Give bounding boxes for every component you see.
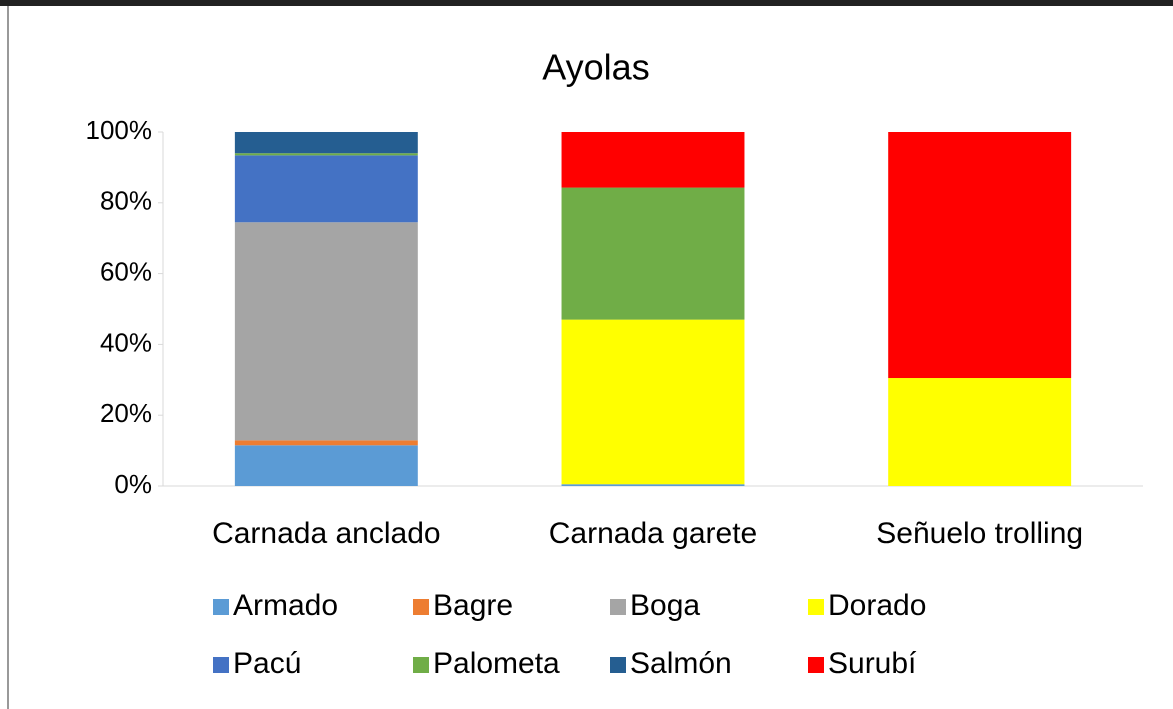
frame-top: [0, 0, 1173, 6]
y-tick-label: 60%: [100, 256, 152, 286]
legend-swatch: [610, 599, 626, 615]
bar-segment: [561, 187, 745, 320]
bar-segment: [234, 222, 418, 441]
x-tick-label: Carnada anclado: [212, 517, 441, 550]
y-tick-label: 80%: [100, 186, 152, 216]
y-tick-label: 20%: [100, 398, 152, 428]
legend-swatch: [413, 599, 429, 615]
legend-swatch: [413, 657, 429, 673]
bar-segment: [561, 484, 745, 486]
legend-label: Salmón: [630, 647, 732, 680]
bar-segment: [234, 153, 418, 156]
chart-title: Ayolas: [542, 47, 649, 88]
bar-segment: [561, 319, 745, 485]
legend-label: Bagre: [433, 589, 513, 622]
frame-left: [7, 6, 9, 709]
bar-segment: [234, 440, 418, 446]
x-tick-label: Carnada garete: [549, 517, 757, 550]
x-tick-label: Señuelo trolling: [876, 517, 1083, 550]
y-tick-label: 40%: [100, 327, 152, 357]
bar-segment: [234, 132, 418, 154]
legend-label: Pacú: [233, 647, 301, 680]
legend-swatch: [610, 657, 626, 673]
bar-segment: [234, 155, 418, 223]
legend-label: Boga: [630, 589, 700, 622]
legend-swatch: [808, 599, 824, 615]
bar-segment: [888, 132, 1072, 379]
bar-segment: [888, 378, 1072, 486]
y-tick-label: 0%: [114, 469, 152, 499]
bar-segment: [234, 445, 418, 486]
legend-swatch: [213, 599, 229, 615]
legend-label: Armado: [233, 589, 338, 622]
legend-swatch: [213, 657, 229, 673]
legend-label: Dorado: [828, 589, 926, 622]
legend-label: Surubí: [828, 647, 917, 680]
y-tick-label: 100%: [86, 115, 153, 145]
bar-segment: [561, 132, 745, 188]
legend-swatch: [808, 657, 824, 673]
legend-label: Palometa: [433, 647, 560, 680]
